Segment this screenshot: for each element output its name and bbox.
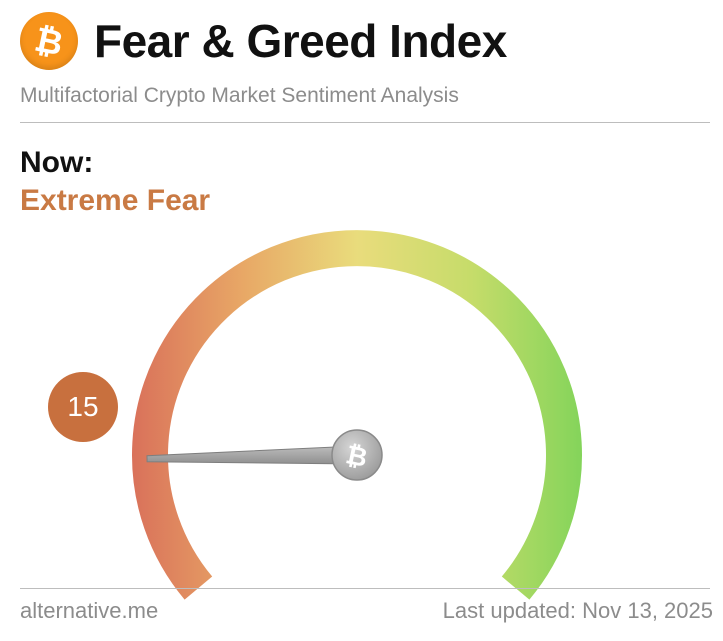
gauge-value-badge: 15: [48, 372, 118, 442]
now-label: Now:: [20, 146, 94, 179]
bitcoin-logo-icon: ₿: [20, 12, 78, 70]
header-divider: [20, 122, 710, 123]
last-updated: Last updated: Nov 13, 2025: [442, 598, 713, 623]
source-link[interactable]: alternative.me: [20, 598, 159, 623]
gauge-needle: [146, 445, 358, 465]
footer-divider: [20, 588, 710, 589]
gauge-hub: [331, 429, 383, 481]
page-subtitle: Multifactorial Crypto Market Sentiment A…: [20, 84, 459, 107]
page-title: Fear & Greed Index: [94, 15, 507, 67]
gauge-arc: [132, 230, 582, 600]
sentiment-label: Extreme Fear: [20, 184, 211, 217]
